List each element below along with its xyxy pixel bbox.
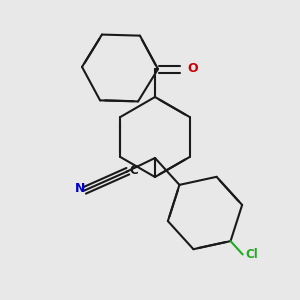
Text: C: C bbox=[129, 164, 138, 176]
Text: O: O bbox=[188, 62, 198, 76]
Text: N: N bbox=[75, 182, 85, 194]
Text: Cl: Cl bbox=[246, 248, 258, 261]
